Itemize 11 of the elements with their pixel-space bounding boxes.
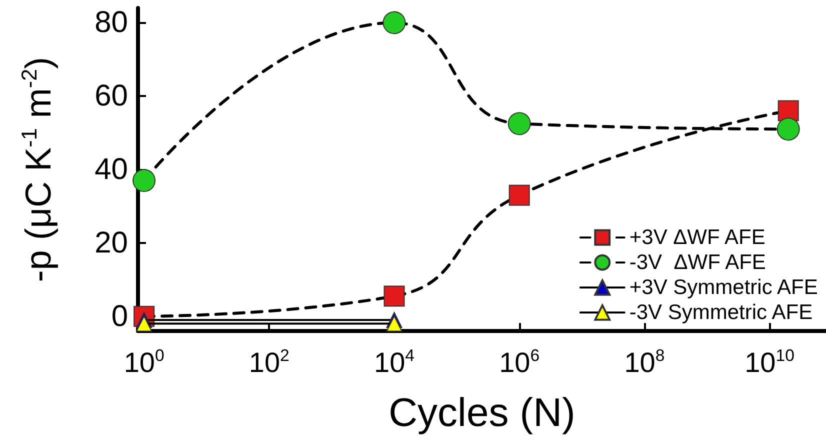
legend-label: +3V Symmetric AFE xyxy=(629,276,818,299)
y-tick-label: 0 xyxy=(111,300,128,333)
y-tick-label: 80 xyxy=(94,6,128,40)
y-tick-label: 40 xyxy=(94,153,128,186)
y-tick-label: 20 xyxy=(94,226,128,260)
legend-label: -3V ΔWF AFE xyxy=(629,251,766,274)
y-axis-title: -p (μC K-1 m-2) xyxy=(16,56,58,282)
x-axis-title: Cycles (N) xyxy=(388,391,576,435)
legend-label: -3V Symmetric AFE xyxy=(629,301,813,324)
y-tick-label: 60 xyxy=(94,80,128,113)
legend-label: +3V ΔWF AFE xyxy=(629,226,766,249)
